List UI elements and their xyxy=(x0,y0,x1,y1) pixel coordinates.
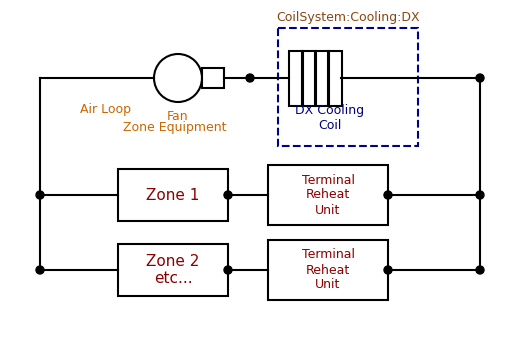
Text: DX Cooling
Coil: DX Cooling Coil xyxy=(295,104,364,132)
Text: Fan: Fan xyxy=(167,109,189,122)
Text: Terminal
Reheat
Unit: Terminal Reheat Unit xyxy=(301,174,355,216)
Circle shape xyxy=(476,266,484,274)
Bar xyxy=(302,50,316,106)
Text: Zone 2
etc...: Zone 2 etc... xyxy=(146,254,200,286)
Bar xyxy=(268,165,388,225)
Circle shape xyxy=(36,191,44,199)
Text: Zone Equipment: Zone Equipment xyxy=(123,120,226,133)
Circle shape xyxy=(224,266,232,274)
Bar xyxy=(278,28,418,146)
Circle shape xyxy=(224,191,232,199)
Text: Terminal
Reheat
Unit: Terminal Reheat Unit xyxy=(301,249,355,291)
Bar xyxy=(118,169,228,221)
Bar xyxy=(202,68,224,88)
Text: Zone 1: Zone 1 xyxy=(146,188,200,202)
Circle shape xyxy=(246,74,254,82)
Circle shape xyxy=(476,191,484,199)
Text: CoilSystem:Cooling:DX: CoilSystem:Cooling:DX xyxy=(276,12,420,25)
Text: Air Loop: Air Loop xyxy=(80,103,130,117)
Bar xyxy=(289,50,303,106)
Circle shape xyxy=(384,191,392,199)
Bar xyxy=(118,244,228,296)
Bar xyxy=(328,50,342,106)
Circle shape xyxy=(36,266,44,274)
Circle shape xyxy=(384,266,392,274)
Bar xyxy=(268,240,388,300)
Circle shape xyxy=(476,74,484,82)
Bar xyxy=(315,50,329,106)
